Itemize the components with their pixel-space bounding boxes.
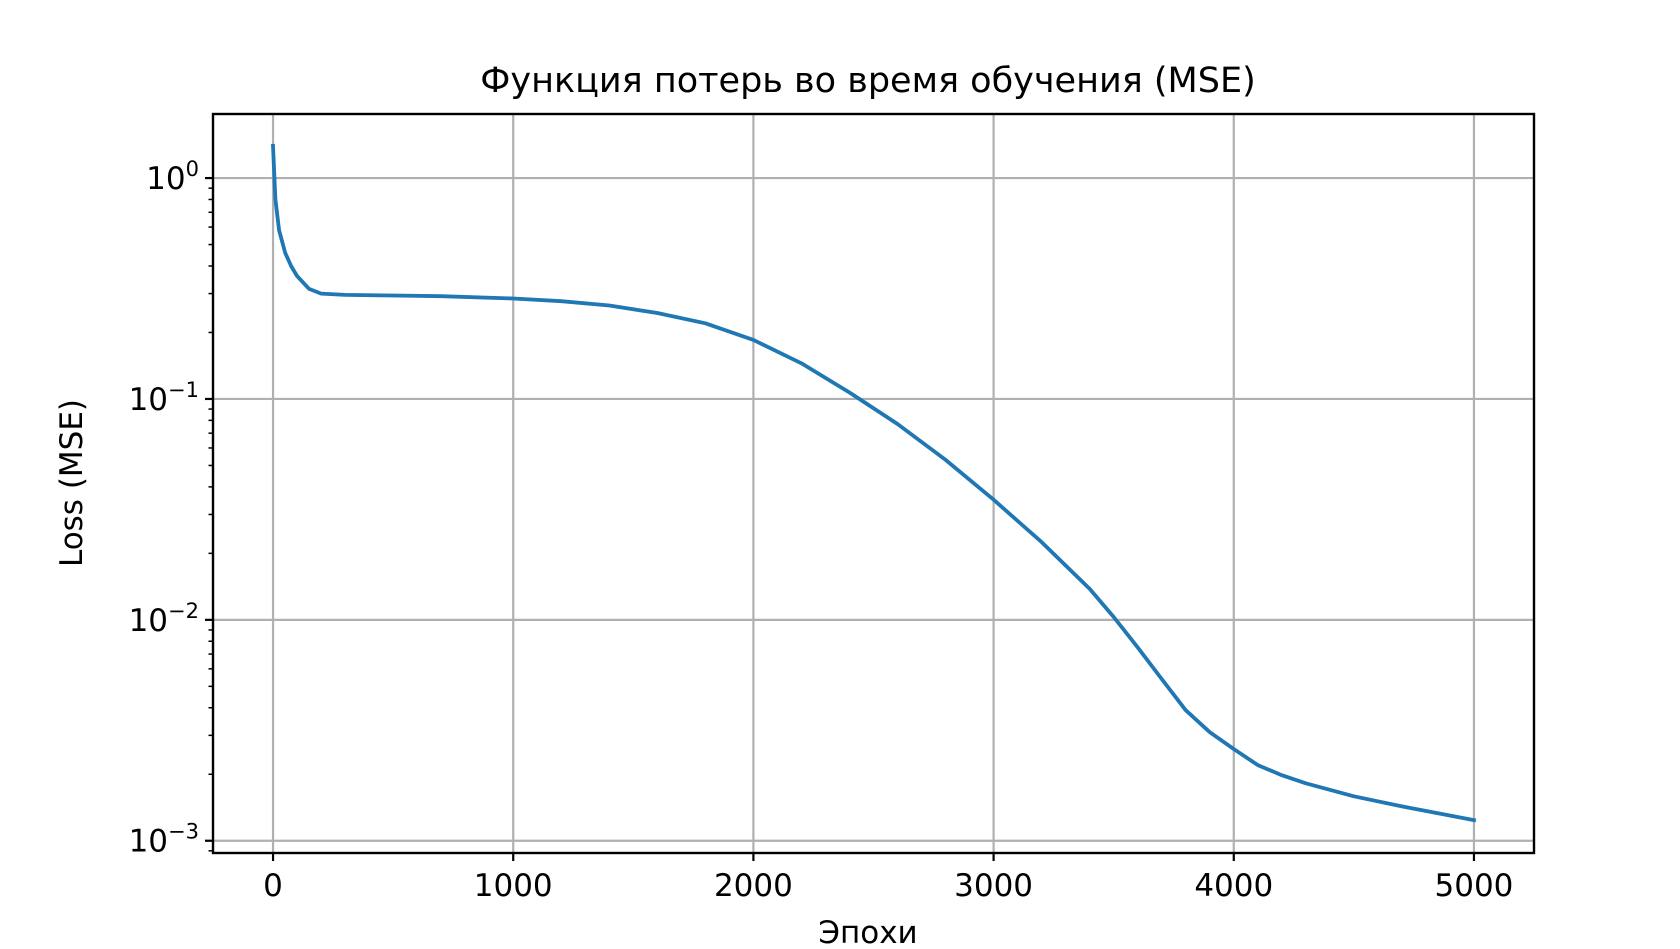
- y-tick-label: 100: [146, 157, 199, 197]
- y-tick-label: 10−3: [129, 820, 199, 860]
- x-axis-label: Эпохи: [818, 915, 917, 945]
- grid-lines: [213, 114, 1534, 853]
- x-tick-label: 3000: [954, 868, 1033, 904]
- x-tick-label: 5000: [1435, 868, 1514, 904]
- y-tick-label: 10−2: [129, 599, 199, 639]
- x-tick-label: 2000: [714, 868, 793, 904]
- chart-title: Функция потерь во время обучения (MSE): [480, 61, 1256, 101]
- axes-frame: [211, 112, 1536, 855]
- x-tick-label: 4000: [1194, 868, 1273, 904]
- y-tick-label: 10−1: [129, 378, 199, 418]
- axis-ticks: 0 1000 2000 3000 4000 5000 100 10−1 10−2 10−3: [129, 157, 1514, 904]
- loss-series-line: [271, 143, 1477, 823]
- plot-area: [271, 143, 1477, 823]
- y-axis-label: Loss (MSE): [54, 399, 90, 567]
- x-tick-label: 1000: [474, 868, 553, 904]
- x-tick-label: 0: [263, 868, 283, 904]
